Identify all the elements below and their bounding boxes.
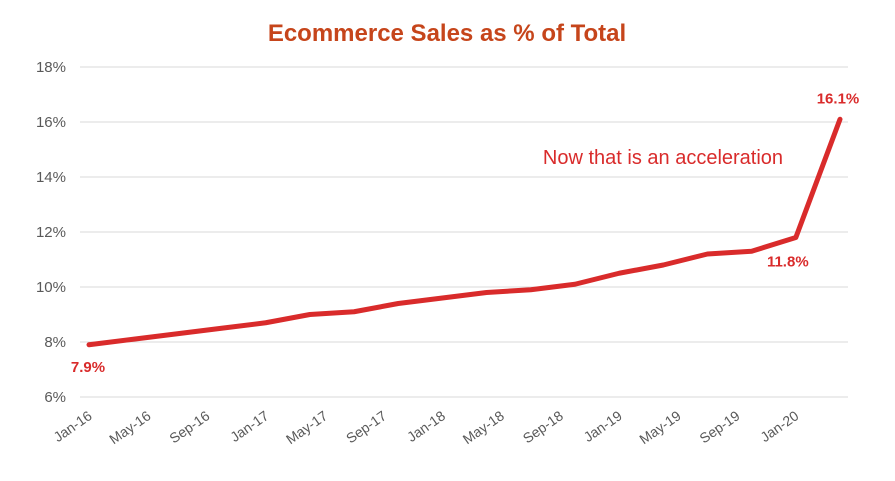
y-tick-label: 18% xyxy=(36,59,66,76)
grid xyxy=(80,66,848,398)
x-tick-label: May-17 xyxy=(283,407,331,447)
x-tick-label: Jan-17 xyxy=(227,407,271,445)
x-tick-label: Sep-16 xyxy=(166,407,212,446)
x-tick-label: May-19 xyxy=(636,407,684,447)
x-tick-label: Sep-17 xyxy=(343,407,389,446)
x-tick-label: Sep-18 xyxy=(520,407,566,446)
x-axis-ticks: Jan-16 May-16 Sep-16 Jan-17 May-17 Sep-17 Jan-… xyxy=(50,407,801,447)
data-label: 7.9% xyxy=(71,359,105,376)
x-tick-label: Jan-19 xyxy=(581,407,625,445)
x-tick-label: May-16 xyxy=(106,407,154,447)
series-line xyxy=(86,116,843,348)
x-tick-label: Sep-19 xyxy=(696,407,742,446)
x-tick-label: Jan-18 xyxy=(404,407,448,445)
y-tick-label: 10% xyxy=(36,279,66,296)
annotation: Now that is an acceleration xyxy=(543,147,783,169)
x-tick-label: Jan-16 xyxy=(50,407,94,445)
y-tick-label: 14% xyxy=(36,169,66,186)
y-tick-label: 16% xyxy=(36,114,66,131)
y-tick-label: 6% xyxy=(44,389,66,406)
data-label: 16.1% xyxy=(817,90,860,107)
series-group xyxy=(86,116,843,348)
data-labels: 7.9% 11.8% 16.1% xyxy=(71,90,859,376)
x-tick-label: May-18 xyxy=(460,407,508,447)
y-tick-label: 12% xyxy=(36,224,66,241)
y-axis-ticks: 6% 8% 10% 12% 14% 16% 18% xyxy=(36,59,66,406)
x-tick-label: Jan-20 xyxy=(757,407,801,445)
chart-title: Ecommerce Sales as % of Total xyxy=(268,20,626,47)
data-label: 11.8% xyxy=(767,254,809,271)
y-tick-label: 8% xyxy=(44,334,66,351)
